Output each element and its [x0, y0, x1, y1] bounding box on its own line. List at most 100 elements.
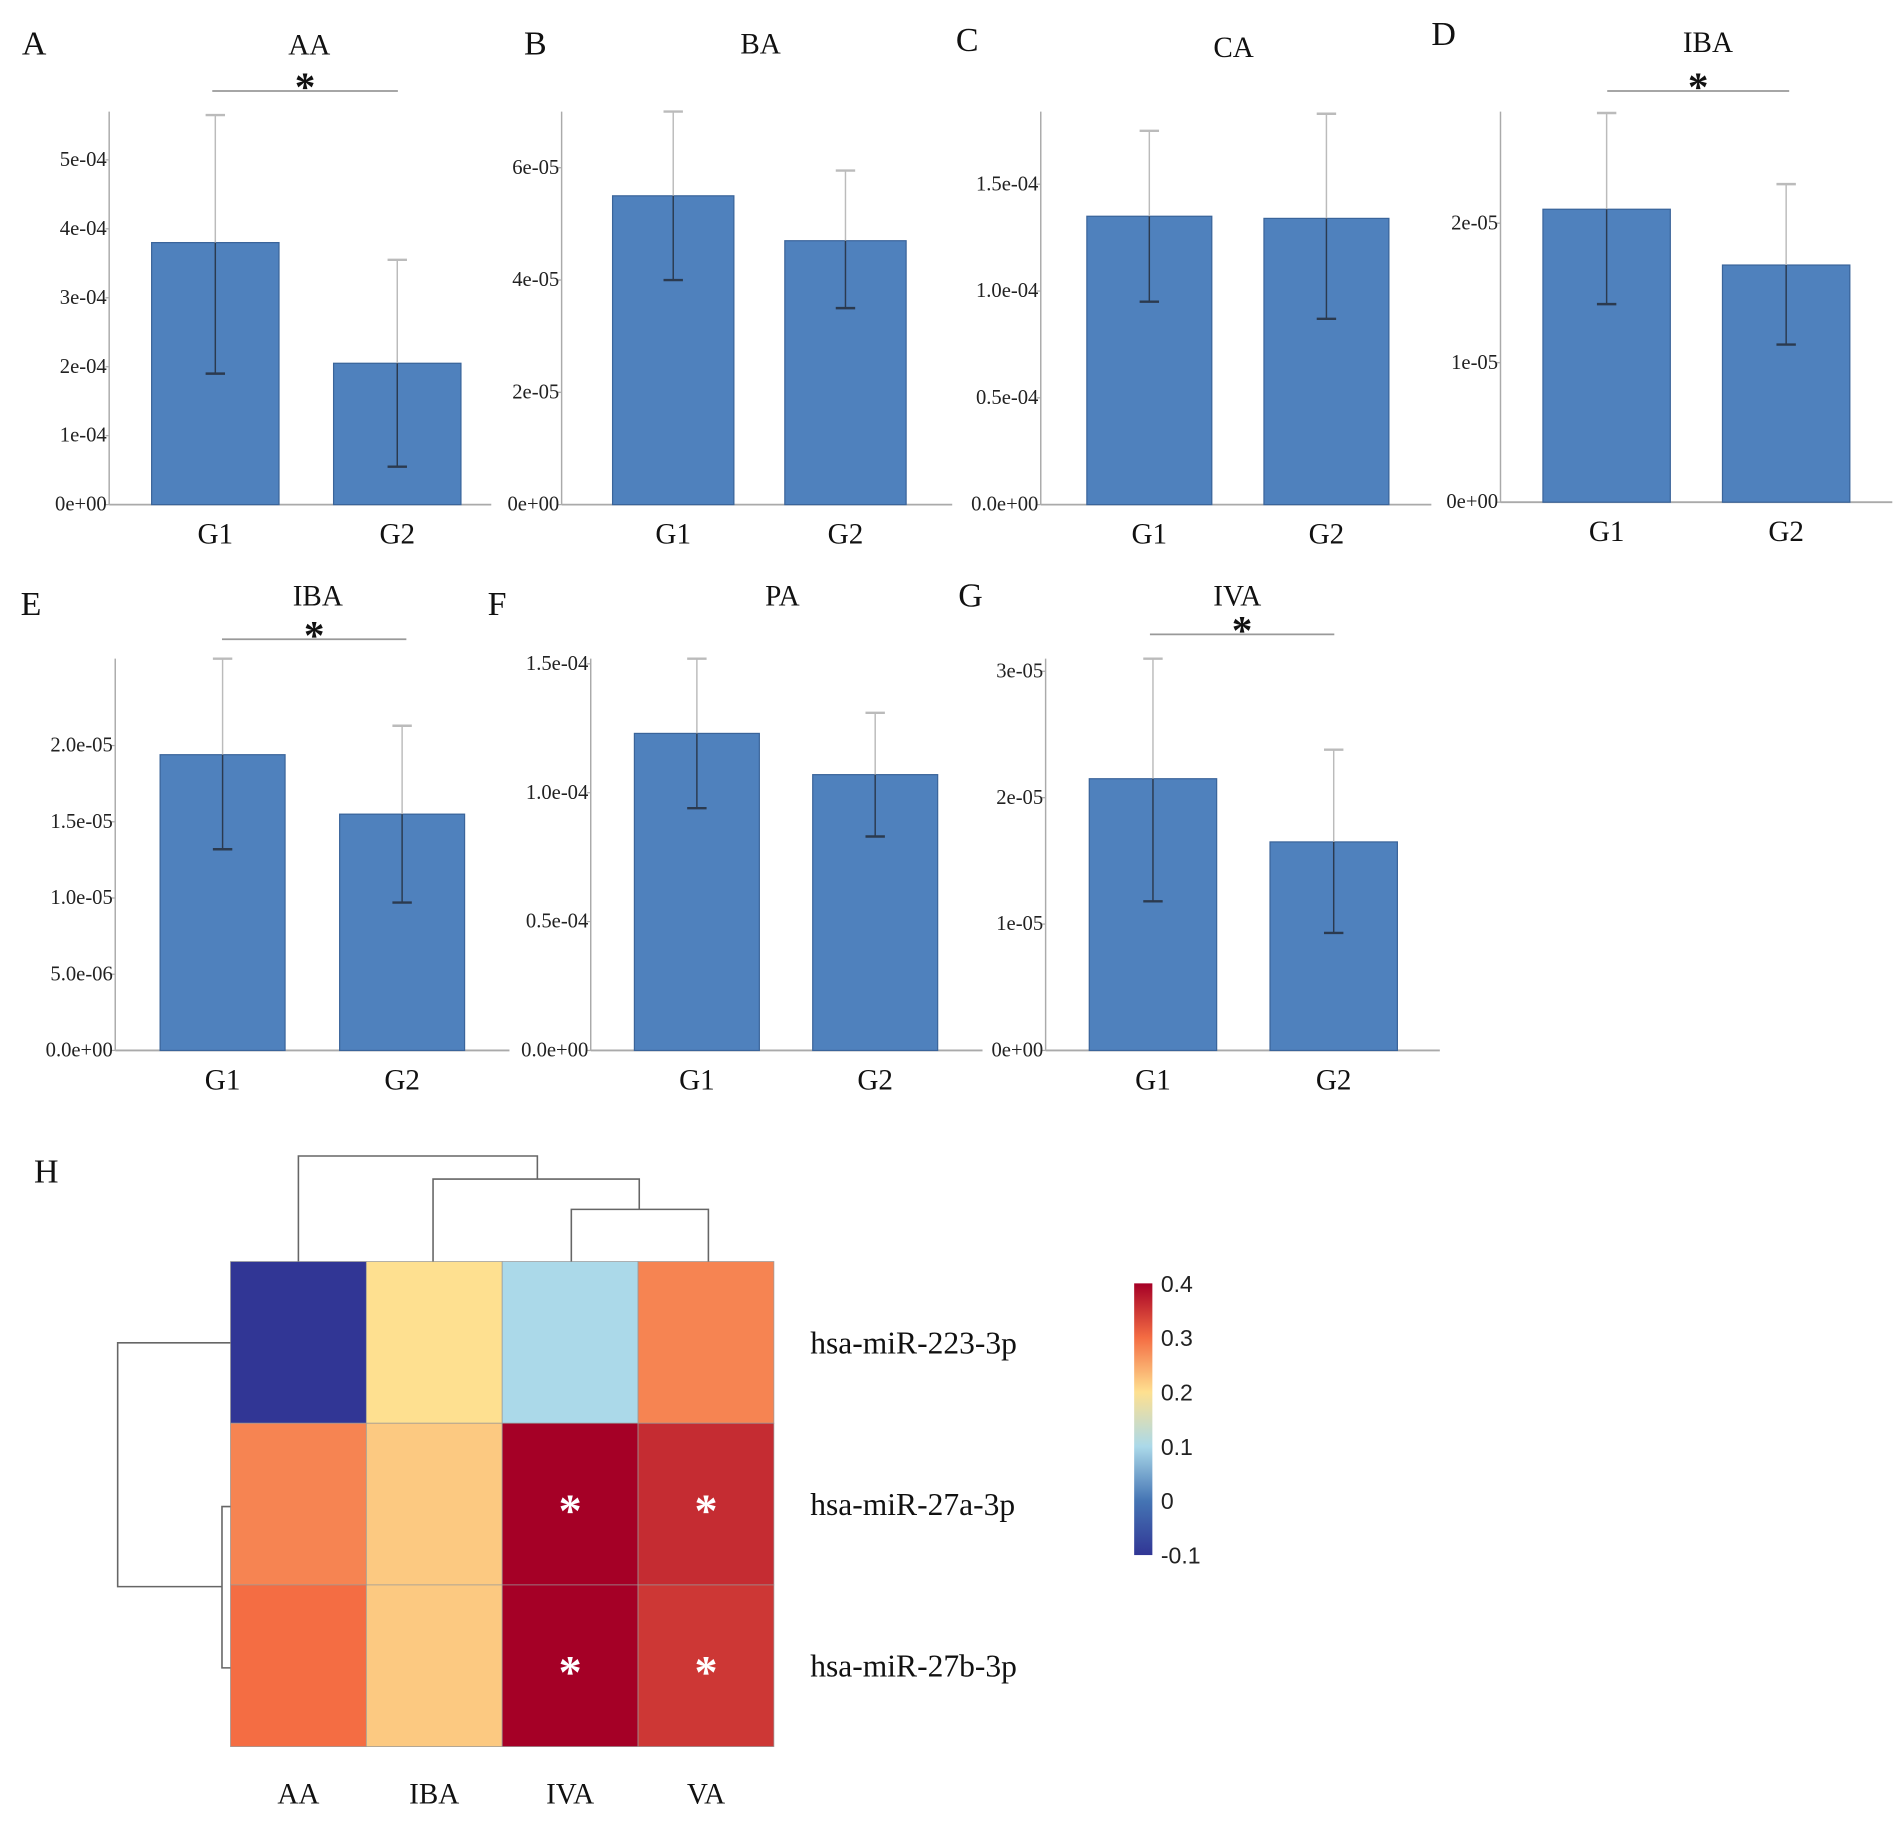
y-tick-label: 1e-04	[60, 425, 107, 447]
significance-star: *	[559, 1647, 582, 1698]
y-tick-label: 1e-05	[1451, 352, 1498, 374]
panel-letter: C	[956, 22, 979, 59]
heatmap-cell	[365, 1584, 503, 1747]
row-label: hsa-miR-27a-3p	[810, 1487, 1015, 1522]
y-tick-label: 1.5e-05	[50, 811, 112, 833]
chart-title: IVA	[1213, 580, 1261, 612]
colorbar-label: -0.1	[1161, 1543, 1201, 1569]
significance-star: *	[694, 1485, 717, 1536]
y-tick-label: 1.0e-04	[976, 280, 1038, 302]
y-tick-label: 0.5e-04	[976, 387, 1038, 409]
y-tick-label: 2e-05	[996, 787, 1043, 809]
x-tick-label: G2	[379, 518, 415, 550]
panel-letter: H	[34, 1154, 59, 1191]
y-tick-label: 2.0e-05	[50, 735, 112, 757]
y-tick-label: 0e+00	[508, 494, 560, 516]
x-tick-label: G1	[198, 518, 234, 550]
y-tick-label: 3e-05	[996, 660, 1043, 682]
row-label: hsa-miR-223-3p	[810, 1325, 1017, 1360]
x-tick-label: G1	[1135, 1064, 1171, 1096]
y-tick-label: 0e+00	[992, 1040, 1044, 1062]
colorbar-label: 0.2	[1161, 1380, 1193, 1406]
y-tick-label: 5e-04	[60, 149, 107, 171]
x-tick-label: G1	[1589, 516, 1625, 548]
y-tick-label: 0.0e+00	[521, 1040, 588, 1062]
significance-star: *	[304, 612, 325, 658]
dendrogram-branch	[432, 1178, 641, 1262]
x-tick-label: G2	[1316, 1064, 1352, 1096]
column-label: IBA	[409, 1779, 459, 1811]
heatmap-cell	[230, 1261, 367, 1424]
y-tick-label: 4e-05	[512, 269, 559, 291]
colorbar-label: 0.1	[1161, 1434, 1193, 1460]
panel-D: D IBA * 0e+00 1e-05 2e-05 G1 G2	[1431, 16, 1893, 548]
heatmap-cell	[230, 1584, 367, 1747]
y-tick-label: 2e-05	[512, 381, 559, 403]
heatmap-cell	[637, 1584, 775, 1747]
heatmap-cell	[230, 1422, 367, 1586]
row-label: hsa-miR-27b-3p	[810, 1649, 1017, 1684]
chart-title: AA	[288, 30, 330, 62]
x-tick-label: G1	[655, 518, 691, 550]
y-tick-label: 1.5e-04	[976, 173, 1038, 195]
y-tick-label: 0.0e+00	[46, 1040, 113, 1062]
heatmap-cell	[365, 1261, 503, 1424]
heatmap-cell	[637, 1261, 775, 1424]
panel-B: B BA 0e+00 2e-05 4e-05 6e-05 G1 G2	[508, 26, 953, 550]
dendrogram-branch	[116, 1342, 231, 1588]
panel-letter: F	[488, 586, 507, 623]
y-tick-label: 0.5e-04	[526, 911, 588, 933]
y-tick-label: 1.0e-04	[526, 782, 588, 804]
heatmap-cell	[501, 1422, 639, 1586]
heatmap-cell	[501, 1261, 639, 1424]
y-tick-label: 3e-04	[60, 287, 107, 309]
chart-title: PA	[765, 580, 800, 612]
panel-letter: B	[524, 26, 547, 63]
colorbar-label: 0.3	[1161, 1325, 1193, 1351]
chart-title: IBA	[1683, 27, 1733, 59]
x-tick-label: G2	[1768, 516, 1804, 548]
significance-star: *	[559, 1485, 582, 1536]
y-tick-label: 1.5e-04	[526, 653, 588, 675]
panel-H: H * * * * AA IBA IVA VA hsa-miR-223-3p hsa-miR-27a…	[34, 1154, 1201, 1811]
colorbar	[1134, 1283, 1153, 1556]
significance-star: *	[1688, 64, 1709, 110]
dendrogram-branch	[570, 1208, 710, 1262]
y-tick-label: 1e-05	[996, 913, 1043, 935]
panel-letter: G	[958, 578, 983, 615]
x-tick-label: G2	[857, 1064, 893, 1096]
significance-star: *	[1232, 607, 1253, 653]
significance-star: *	[694, 1647, 717, 1698]
y-tick-label: 1.0e-05	[50, 887, 112, 909]
y-tick-label: 0.0e+00	[971, 494, 1038, 516]
chart-title: BA	[740, 28, 780, 60]
column-label: VA	[687, 1779, 725, 1811]
dendrogram-branch	[297, 1155, 539, 1262]
y-tick-label: 6e-05	[512, 157, 559, 179]
panel-letter: A	[22, 26, 47, 63]
panel-C: C CA 0.0e+00 0.5e-04 1.0e-04 1.5e-04 G1 G2	[956, 22, 1432, 550]
x-tick-label: G2	[384, 1064, 420, 1096]
panel-letter: D	[1431, 16, 1456, 53]
y-tick-label: 0e+00	[1446, 491, 1498, 513]
y-tick-label: 2e-05	[1451, 212, 1498, 234]
x-tick-label: G1	[205, 1064, 241, 1096]
column-label: AA	[277, 1779, 319, 1811]
colorbar-label: 0	[1161, 1488, 1174, 1514]
heatmap-cell	[637, 1422, 775, 1586]
column-label: IVA	[546, 1779, 594, 1811]
panel-G: G IVA* 0e+00 1e-05 2e-05 3e-05 G1 G2	[958, 578, 1440, 1096]
significance-star: *	[295, 64, 316, 110]
y-tick-label: 0e+00	[55, 494, 107, 516]
x-tick-label: G1	[679, 1064, 715, 1096]
chart-title: IBA	[293, 580, 343, 612]
y-tick-label: 5.0e-06	[50, 963, 112, 985]
heatmap-cell	[501, 1584, 639, 1747]
colorbar-label: 0.4	[1161, 1271, 1193, 1297]
x-tick-label: G2	[1309, 518, 1345, 550]
dendrogram-branch	[221, 1505, 231, 1669]
panel-F: F PA 0.0e+00 0.5e-04 1.0e-04 1.5e-04 G1 G2	[488, 580, 983, 1096]
x-tick-label: G1	[1132, 518, 1168, 550]
